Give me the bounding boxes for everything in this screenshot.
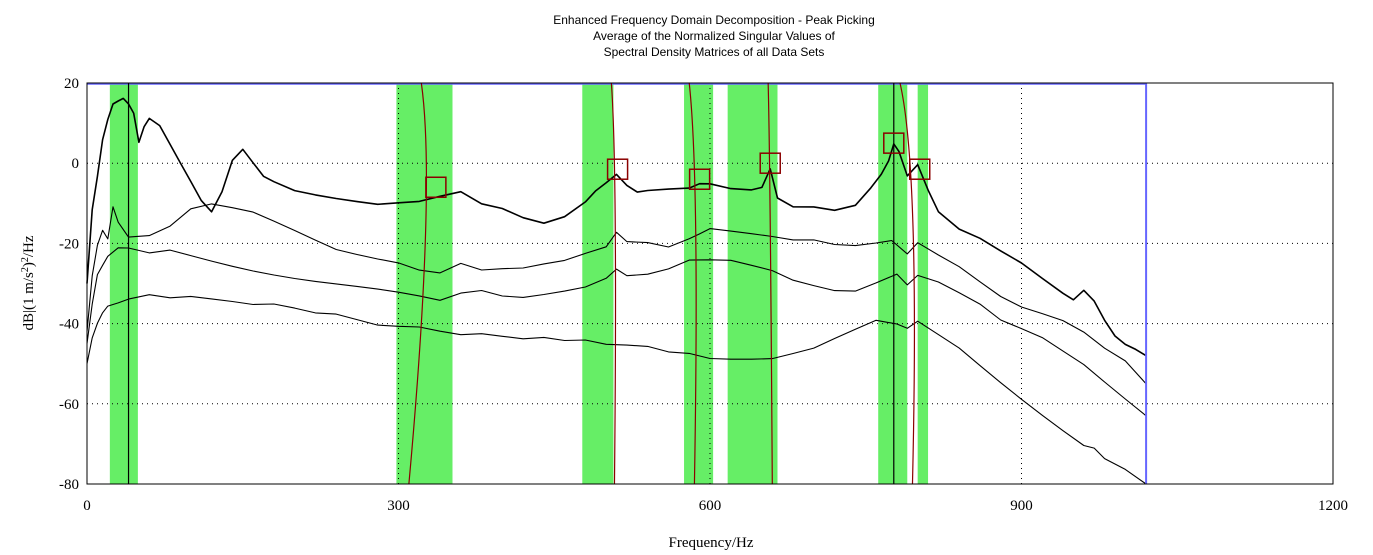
peak-marker-2 bbox=[688, 168, 711, 190]
chart-title-line-3: Spectral Density Matrices of all Data Se… bbox=[604, 45, 825, 59]
singular-value-line-2 bbox=[86, 247, 1147, 417]
y-axis-label-sup-1: 2 bbox=[20, 267, 31, 272]
tracking-curve-3 bbox=[767, 82, 773, 485]
peak-marker-0 bbox=[425, 176, 447, 199]
green-band-0 bbox=[109, 83, 138, 484]
peak-marker-4 bbox=[883, 132, 905, 154]
x-tick-label-3: 900 bbox=[1010, 498, 1033, 514]
peak-marker-1 bbox=[606, 158, 629, 180]
singular-value-lines bbox=[86, 97, 1147, 485]
y-tick-label-3: -20 bbox=[59, 236, 79, 252]
y-axis-label-part-1: dB|(1 m/s bbox=[21, 272, 37, 331]
peak-marker-3 bbox=[759, 152, 781, 174]
x-tick-label-0: 0 bbox=[83, 498, 91, 514]
tracking-curve-2 bbox=[688, 82, 697, 485]
x-tick-label-2: 600 bbox=[699, 498, 722, 514]
green-band-1 bbox=[396, 83, 453, 484]
peak-marker-5 bbox=[908, 158, 931, 180]
green-band-3 bbox=[684, 83, 714, 484]
y-axis-label: dB|(1 m/s2)2/Hz bbox=[20, 235, 38, 330]
peak-tracking-overlays bbox=[87, 82, 1148, 485]
x-tick-labels: 0 300 600 900 1200 bbox=[83, 498, 1348, 514]
green-bands bbox=[109, 83, 929, 484]
y-tick-label-1: -60 bbox=[59, 397, 79, 413]
chart-title-line-1: Enhanced Frequency Domain Decomposition … bbox=[553, 13, 875, 27]
singular-value-line-3 bbox=[86, 294, 1147, 485]
y-axis-label-sup-2: 2 bbox=[20, 257, 31, 262]
x-tick-label-4: 1200 bbox=[1318, 498, 1348, 514]
tracking-curve-4 bbox=[899, 82, 916, 485]
y-tick-label-2: -40 bbox=[59, 317, 79, 333]
tracking-curve-1 bbox=[610, 82, 617, 485]
y-axis-label-part-3: /Hz bbox=[21, 235, 37, 257]
x-tick-label-1: 300 bbox=[387, 498, 410, 514]
singular-value-line-0 bbox=[86, 97, 1147, 357]
green-band-4 bbox=[727, 83, 778, 484]
plot-frame bbox=[86, 82, 1334, 485]
y-tick-labels: -80 -60 -40 -20 0 20 bbox=[59, 76, 79, 493]
grid-lines bbox=[87, 83, 1333, 484]
y-axis-label-part-2: ) bbox=[21, 262, 37, 267]
chart-title-line-2: Average of the Normalized Singular Value… bbox=[593, 29, 835, 43]
y-tick-label-4: 0 bbox=[72, 156, 80, 172]
x-axis-label: Frequency/Hz bbox=[669, 535, 754, 551]
peak-markers bbox=[425, 132, 931, 199]
y-tick-label-0: -80 bbox=[59, 477, 79, 493]
green-band-6 bbox=[917, 83, 929, 484]
green-band-5 bbox=[878, 83, 908, 484]
green-band-2 bbox=[582, 83, 614, 484]
singular-value-line-1 bbox=[86, 203, 1147, 385]
y-tick-label-5: 20 bbox=[64, 76, 79, 92]
tracking-curve-0 bbox=[408, 82, 428, 485]
